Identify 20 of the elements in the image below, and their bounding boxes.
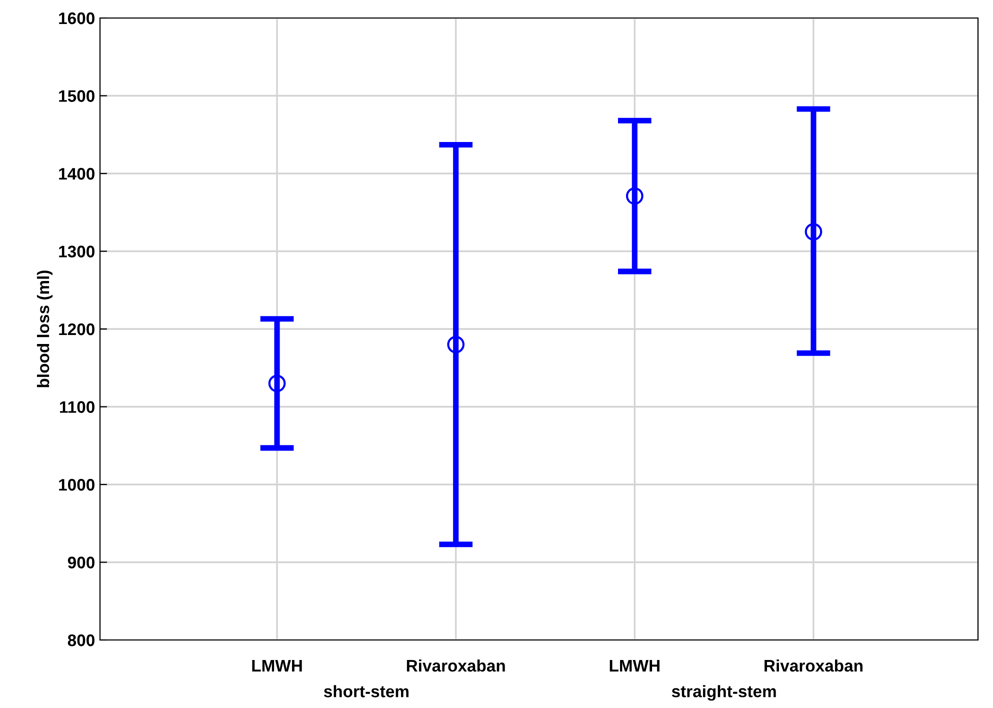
y-tick-label: 1300 bbox=[59, 246, 94, 258]
text: straight-stem bbox=[672, 685, 776, 701]
y-tick-label: 1600 bbox=[59, 12, 94, 24]
y-tick-label: 1200 bbox=[59, 323, 94, 336]
point bbox=[804, 223, 822, 240]
y-tick-label: 1000 bbox=[59, 478, 94, 491]
text: short-stem bbox=[324, 685, 408, 698]
point bbox=[626, 187, 644, 205]
point bbox=[268, 374, 286, 392]
y-tick-label: 800 bbox=[68, 634, 94, 646]
x-tick-label: Rivaroxaban bbox=[764, 659, 862, 672]
y-tick-label: 1100 bbox=[60, 401, 94, 413]
y-tick-label: 1400 bbox=[59, 168, 94, 180]
x-tick-label: LMWH bbox=[252, 660, 302, 672]
y-tick-label: 1500 bbox=[59, 90, 94, 102]
point bbox=[447, 336, 465, 354]
x-tick-label: LMWH bbox=[610, 660, 660, 672]
y-tick-label: 900 bbox=[68, 556, 94, 568]
x-tick-label: Rivaroxaban bbox=[406, 659, 505, 672]
y-axis-title: blood loss (ml) bbox=[36, 270, 53, 388]
